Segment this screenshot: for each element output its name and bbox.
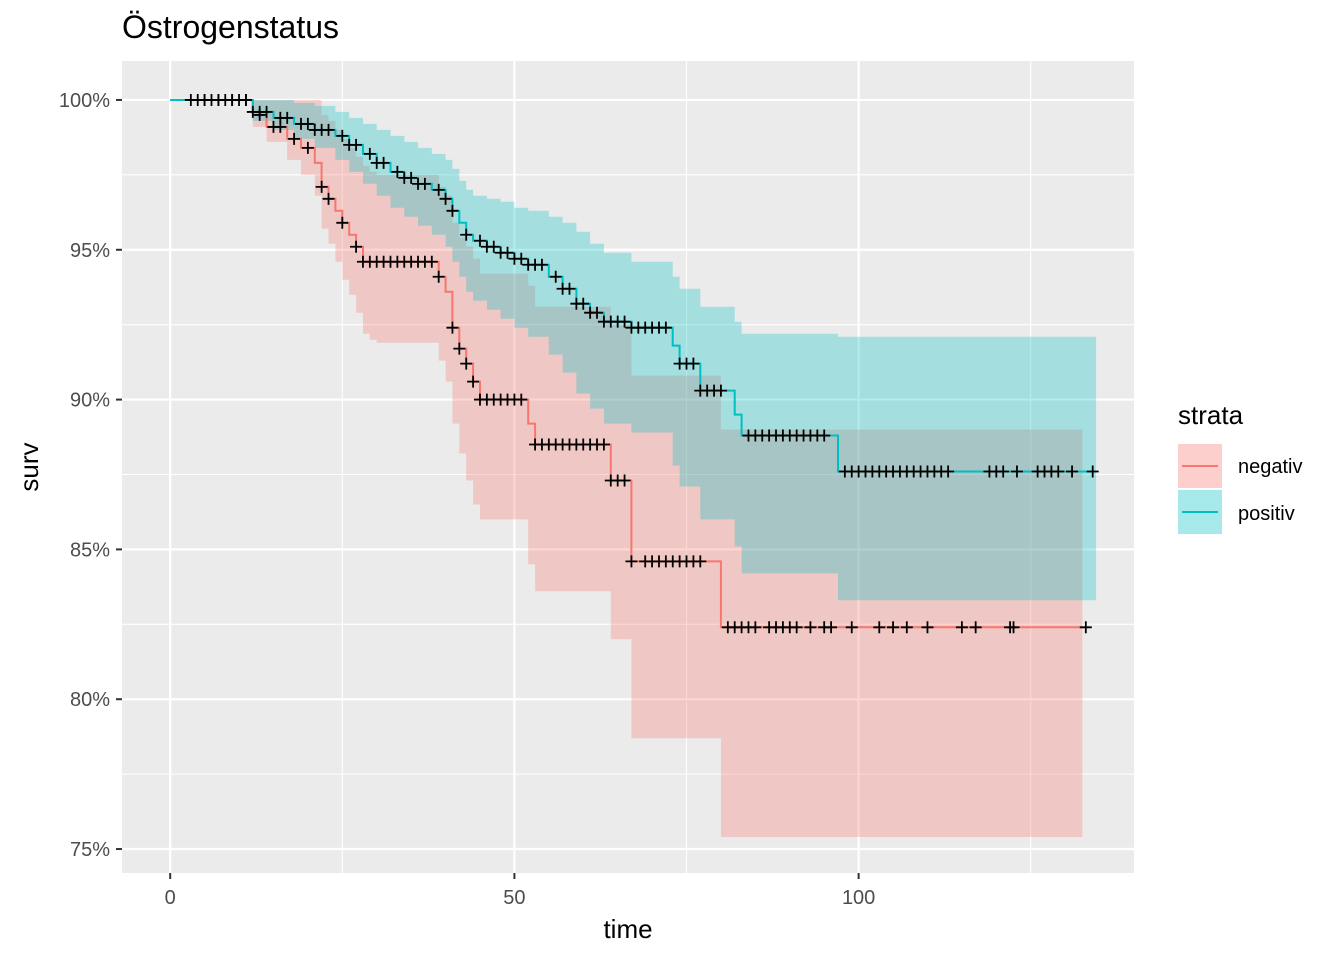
censor-mark-positiv xyxy=(405,171,418,184)
censor-mark-negativ xyxy=(825,621,838,634)
censor-mark-positiv xyxy=(818,429,831,442)
censor-mark-positiv xyxy=(714,384,727,397)
legend: strata negativ positiv xyxy=(1178,400,1303,534)
censor-mark-negativ xyxy=(804,621,817,634)
censor-mark-negativ xyxy=(900,621,913,634)
censor-mark-negativ xyxy=(453,342,466,355)
y-tick-label: 90% xyxy=(70,390,110,412)
censor-mark-positiv xyxy=(659,321,672,334)
censor-mark-positiv xyxy=(501,246,514,259)
censor-mark-negativ xyxy=(350,240,363,253)
censor-mark-positiv xyxy=(301,117,314,130)
censor-mark-positiv xyxy=(322,123,335,136)
censor-mark-negativ xyxy=(845,621,858,634)
y-tick-label: 100% xyxy=(59,90,110,112)
axes: 0 50 100 75% 80% 85% 90% 95% 100% xyxy=(59,90,875,909)
censor-mark-negativ xyxy=(301,141,314,154)
censor-mark-negativ xyxy=(694,555,707,568)
censor-mark-positiv xyxy=(591,306,604,319)
censor-mark-negativ xyxy=(969,621,982,634)
censor-mark-positiv xyxy=(1066,465,1079,478)
censor-mark-positiv xyxy=(350,138,363,151)
censor-mark-positiv xyxy=(687,357,700,370)
censor-mark-positiv xyxy=(1010,465,1023,478)
minor-grid xyxy=(122,61,1134,873)
censor-mark-negativ xyxy=(1079,621,1092,634)
censor-mark-negativ xyxy=(873,621,886,634)
censor-mark-positiv xyxy=(618,315,631,328)
legend-label-positiv: positiv xyxy=(1238,503,1295,525)
legend-label-negativ: negativ xyxy=(1238,456,1303,478)
x-tick-label: 100 xyxy=(842,887,875,909)
y-axis-title: surv xyxy=(14,442,44,491)
censor-mark-positiv xyxy=(997,465,1010,478)
y-tick-label: 95% xyxy=(70,240,110,262)
chart-title: Östrogenstatus xyxy=(122,9,339,45)
censor-mark-negativ xyxy=(749,621,762,634)
censor-mark-positiv xyxy=(577,297,590,310)
censor-mark-positiv xyxy=(1052,465,1065,478)
censor-mark-negativ xyxy=(921,621,934,634)
censor-mark-positiv xyxy=(260,105,273,118)
censor-mark-negativ xyxy=(887,621,900,634)
y-tick-label: 80% xyxy=(70,689,110,711)
censor-mark-positiv xyxy=(432,183,445,196)
censor-mark-positiv xyxy=(336,129,349,142)
censor-mark-positiv xyxy=(377,156,390,169)
censor-mark-positiv xyxy=(363,147,376,160)
censor-mark-positiv xyxy=(473,234,486,247)
censor-mark-positiv xyxy=(942,465,955,478)
censor-mark-positiv xyxy=(418,177,431,190)
x-tick-label: 0 xyxy=(165,887,176,909)
censor-mark-negativ xyxy=(1007,621,1020,634)
censor-mark-positiv xyxy=(460,228,473,241)
censor-mark-positiv xyxy=(439,192,452,205)
y-tick-label: 75% xyxy=(70,839,110,861)
plot-panel xyxy=(122,61,1134,873)
censor-mark-positiv xyxy=(239,93,252,106)
censor-mark-negativ xyxy=(625,555,638,568)
censor-mark-negativ xyxy=(515,393,528,406)
legend-key-positiv xyxy=(1178,490,1222,534)
censor-mark-negativ xyxy=(460,357,473,370)
censor-mark-positiv xyxy=(487,240,500,253)
censor-mark-positiv xyxy=(563,282,576,295)
censor-mark-positiv xyxy=(535,258,548,271)
censor-mark-negativ xyxy=(955,621,968,634)
censor-mark-negativ xyxy=(425,255,438,268)
censor-mark-negativ xyxy=(790,621,803,634)
censor-mark-positiv xyxy=(446,204,459,217)
censor-mark-negativ xyxy=(322,192,335,205)
y-tick-label: 85% xyxy=(70,539,110,561)
censor-mark-positiv xyxy=(1086,465,1099,478)
censor-mark-negativ xyxy=(446,321,459,334)
x-tick-label: 50 xyxy=(503,887,525,909)
censor-mark-negativ xyxy=(597,438,610,451)
confidence-band-negativ xyxy=(170,100,1083,837)
legend-key-negativ xyxy=(1178,444,1222,488)
censor-mark-positiv xyxy=(549,270,562,283)
censor-mark-negativ xyxy=(336,216,349,229)
censor-mark-negativ xyxy=(315,180,328,193)
censor-mark-negativ xyxy=(432,270,445,283)
legend-title: strata xyxy=(1178,400,1244,430)
censor-mark-negativ xyxy=(467,375,480,388)
censor-mark-positiv xyxy=(391,165,404,178)
censor-mark-negativ xyxy=(288,132,301,145)
censor-mark-positiv xyxy=(281,111,294,124)
censor-marks xyxy=(184,93,1099,634)
x-axis-title: time xyxy=(603,914,652,944)
censor-mark-negativ xyxy=(618,474,631,487)
censor-mark-positiv xyxy=(515,252,528,265)
